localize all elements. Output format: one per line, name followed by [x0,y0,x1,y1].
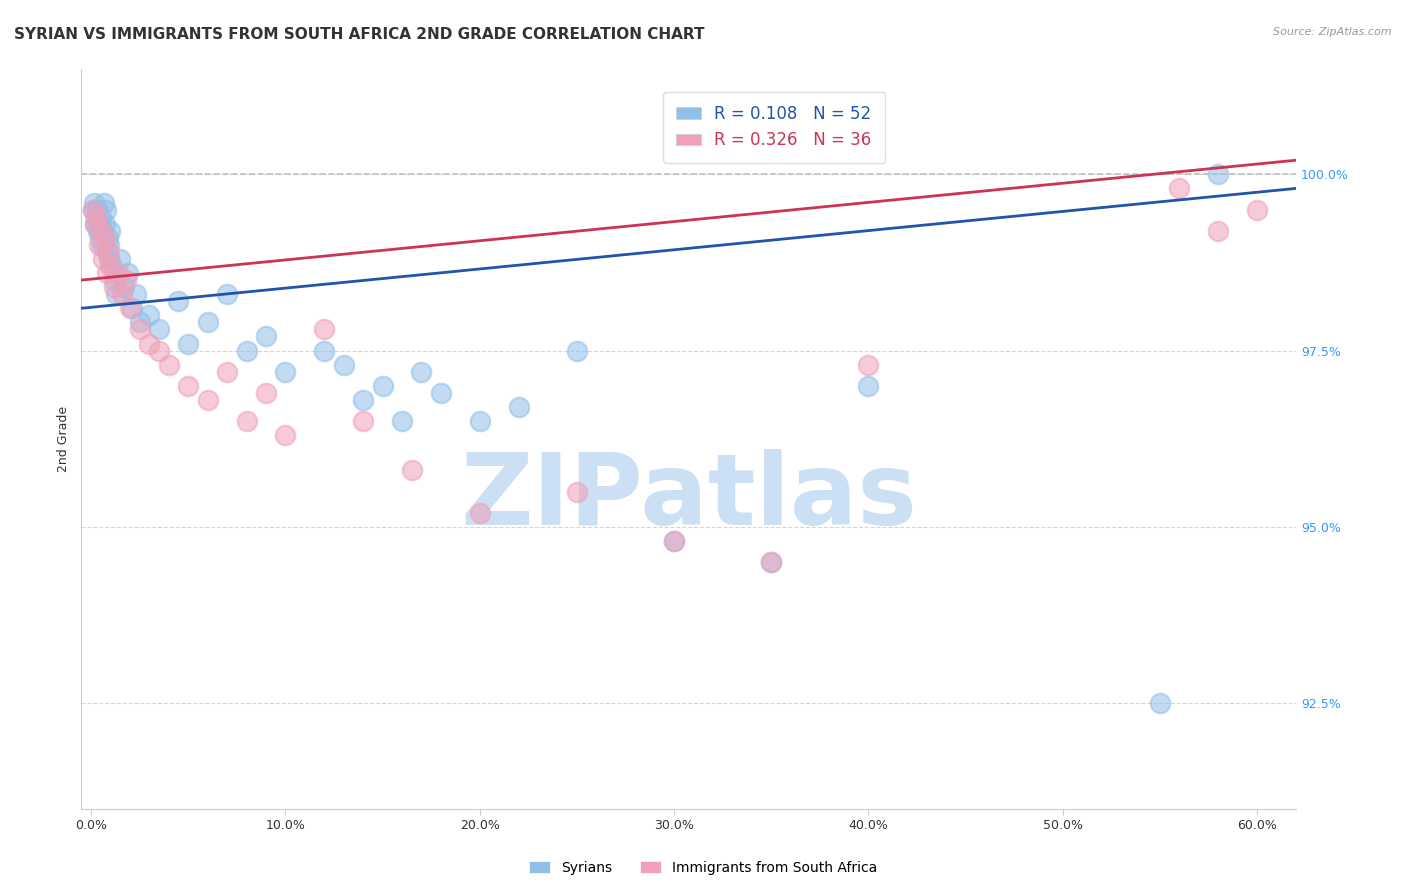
Point [468,506,491,520]
Point [90,237,112,252]
Point [1208,167,1230,181]
Point [121,301,143,316]
Point [103,280,125,294]
Point [235,414,257,428]
Point [128,315,150,329]
Point [157,358,180,372]
Point [93,217,115,231]
Point [254,329,277,343]
Y-axis label: 2nd Grade: 2nd Grade [58,406,70,472]
Point [401,463,423,477]
Point [167,294,190,309]
Text: Source: ZipAtlas.com: Source: ZipAtlas.com [1274,27,1392,37]
Point [662,534,685,549]
Text: SYRIAN VS IMMIGRANTS FROM SOUTH AFRICA 2ND GRADE CORRELATION CHART: SYRIAN VS IMMIGRANTS FROM SOUTH AFRICA 2… [14,27,704,42]
Point [197,392,219,407]
Point [274,428,297,442]
Point [90,224,112,238]
Point [83,217,105,231]
Point [274,365,297,379]
Point [177,379,200,393]
Point [98,237,121,252]
Point [105,287,128,301]
Point [91,252,114,266]
Point [197,315,219,329]
Point [761,555,783,569]
Point [148,322,170,336]
Text: ZIPatlas: ZIPatlas [460,450,917,547]
Point [103,273,125,287]
Point [82,202,104,217]
Point [468,414,491,428]
Point [508,400,530,414]
Point [858,379,880,393]
Point [108,252,131,266]
Point [96,244,118,259]
Point [115,273,138,287]
Point [314,322,336,336]
Point [371,379,394,393]
Point [93,195,115,210]
Point [112,280,135,294]
Point [662,534,685,549]
Point [128,322,150,336]
Point [84,210,107,224]
Legend: R = 0.108   N = 52, R = 0.326   N = 36: R = 0.108 N = 52, R = 0.326 N = 36 [662,92,884,162]
Point [83,217,105,231]
Point [87,217,110,231]
Point [82,202,104,217]
Point [391,414,413,428]
Point [148,343,170,358]
Legend: Syrians, Immigrants from South Africa: Syrians, Immigrants from South Africa [523,855,883,880]
Point [101,259,124,273]
Point [352,414,374,428]
Point [1246,202,1268,217]
Point [118,301,141,316]
Point [94,202,117,217]
Point [332,358,354,372]
Point [215,365,238,379]
Point [138,336,160,351]
Point [177,336,200,351]
Point [100,259,122,273]
Point [83,195,105,210]
Point [86,202,108,217]
Point [87,224,110,238]
Point [1168,181,1191,195]
Point [107,266,129,280]
Point [96,231,118,245]
Point [858,358,880,372]
Point [1149,696,1171,710]
Point [565,343,588,358]
Point [761,555,783,569]
Point [352,392,374,407]
Point [97,252,120,266]
Point [430,385,453,400]
Point [97,244,120,259]
Point [100,224,122,238]
Point [86,210,108,224]
Point [235,343,257,358]
Point [91,224,114,238]
Point [138,309,160,323]
Point [87,237,110,252]
Point [254,385,277,400]
Point [111,287,134,301]
Point [93,231,115,245]
Point [90,210,112,224]
Point [565,484,588,499]
Point [89,231,111,245]
Point [96,266,118,280]
Point [215,287,238,301]
Point [125,287,148,301]
Point [1208,224,1230,238]
Point [117,266,139,280]
Point [411,365,433,379]
Point [314,343,336,358]
